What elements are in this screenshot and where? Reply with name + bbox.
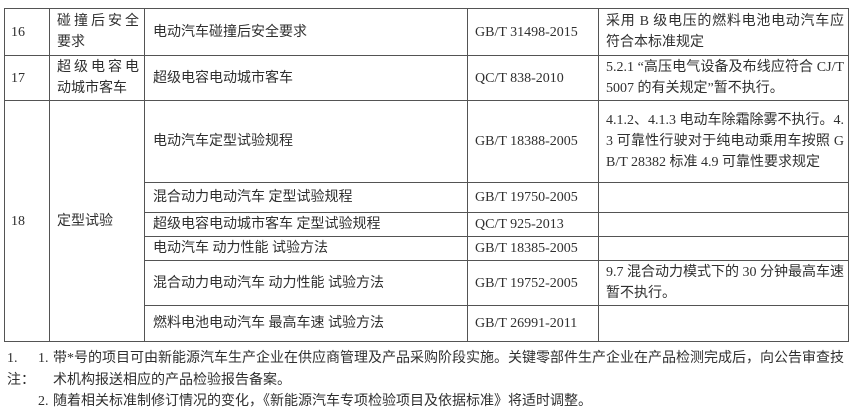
footnote-1-text: 带*号的项目可由新能源汽车生产企业在供应商管理及产品采购阶段实施。关键零部件生产… [53, 351, 844, 388]
table-row-18-sub3: 超级电容电动城市客车 定型试验规程 QC/T 925-2013 [5, 212, 849, 237]
row17-item: 超级电容电动城市客车 [144, 55, 468, 101]
table-row-17: 17 超级电容电动城市客车 超级电容电动城市客车 QC/T 838-2010 5… [4, 55, 849, 101]
row18-sub2-item: 混合动力电动汽车 定型试验规程 [144, 182, 468, 213]
table-row-18-sub4: 电动汽车 动力性能 试验方法 GB/T 18385-2005 [5, 236, 849, 261]
row16-standard: GB/T 31498-2015 [467, 8, 599, 56]
row16-number: 16 [4, 8, 50, 56]
row18-sub1-note: 4.1.2、4.1.3 电动车除霜除雾不执行。4.3 可靠性行驶对于纯电动乘用车… [598, 100, 849, 183]
row18-sub6-note [598, 305, 849, 342]
footnote-prefix: 1. 注： [7, 351, 35, 388]
row16-category: 碰撞后安全要求 [49, 8, 145, 56]
row16-item: 电动汽车碰撞后安全要求 [144, 8, 468, 56]
row17-standard: QC/T 838-2010 [467, 55, 599, 101]
row18-sub3-item: 超级电容电动城市客车 定型试验规程 [144, 212, 468, 237]
row18-sub5-note: 9.7 混合动力模式下的 30 分钟最高车速暂不执行。 [598, 260, 849, 306]
document-page: 16 碰撞后安全要求 电动汽车碰撞后安全要求 GB/T 31498-2015 采… [0, 8, 852, 410]
footnote-line: 1. 注： 1. 带*号的项目可由新能源汽车生产企业在供应商管理及产品采购阶段实… [7, 348, 852, 391]
row18-sub4-standard: GB/T 18385-2005 [467, 236, 599, 261]
row18-sub3-note [598, 212, 849, 237]
table-row-18-sub1: 18 定型试验 电动汽车定型试验规程 GB/T 18388-2005 4.1.2… [4, 100, 849, 342]
table-row-18-sub5: 混合动力电动汽车 动力性能 试验方法 GB/T 19752-2005 9.7 混… [5, 260, 849, 306]
row18-sub4-note [598, 236, 849, 261]
row18-sub1-item: 电动汽车定型试验规程 [144, 100, 468, 183]
row18-sub6-standard: GB/T 26991-2011 [467, 305, 599, 342]
row18-sub3-standard: QC/T 925-2013 [467, 212, 599, 237]
footnote-1-number: 1. [38, 351, 49, 366]
row17-category: 超级电容电动城市客车 [49, 55, 145, 101]
row17-note: 5.2.1 “高压电气设备及布线应符合 CJ/T 5007 的有关规定”暂不执行… [598, 55, 849, 101]
row18-category: 定型试验 [49, 100, 145, 342]
table-row-18-sub2: 混合动力电动汽车 定型试验规程 GB/T 19750-2005 [5, 182, 849, 213]
row16-note: 采用 B 级电压的燃料电池电动汽车应符合本标准规定 [598, 8, 849, 56]
row18-sub4-item: 电动汽车 动力性能 试验方法 [144, 236, 468, 261]
standards-table: 16 碰撞后安全要求 电动汽车碰撞后安全要求 GB/T 31498-2015 采… [4, 8, 849, 342]
row18-number: 18 [4, 100, 50, 342]
table-row-16: 16 碰撞后安全要求 电动汽车碰撞后安全要求 GB/T 31498-2015 采… [4, 8, 849, 56]
row18-sub1-standard: GB/T 18388-2005 [467, 100, 599, 183]
row18-sub2-standard: GB/T 19750-2005 [467, 182, 599, 213]
row18-sub5-standard: GB/T 19752-2005 [467, 260, 599, 306]
row18-sub5-item: 混合动力电动汽车 动力性能 试验方法 [144, 260, 468, 306]
table-row-18-sub6: 燃料电池电动汽车 最高车速 试验方法 GB/T 26991-2011 [5, 305, 849, 342]
row18-sub2-note [598, 182, 849, 213]
footnotes: 1. 注： 1. 带*号的项目可由新能源汽车生产企业在供应商管理及产品采购阶段实… [7, 348, 852, 413]
row17-number: 17 [4, 55, 50, 101]
row18-sub6-item: 燃料电池电动汽车 最高车速 试验方法 [144, 305, 468, 342]
